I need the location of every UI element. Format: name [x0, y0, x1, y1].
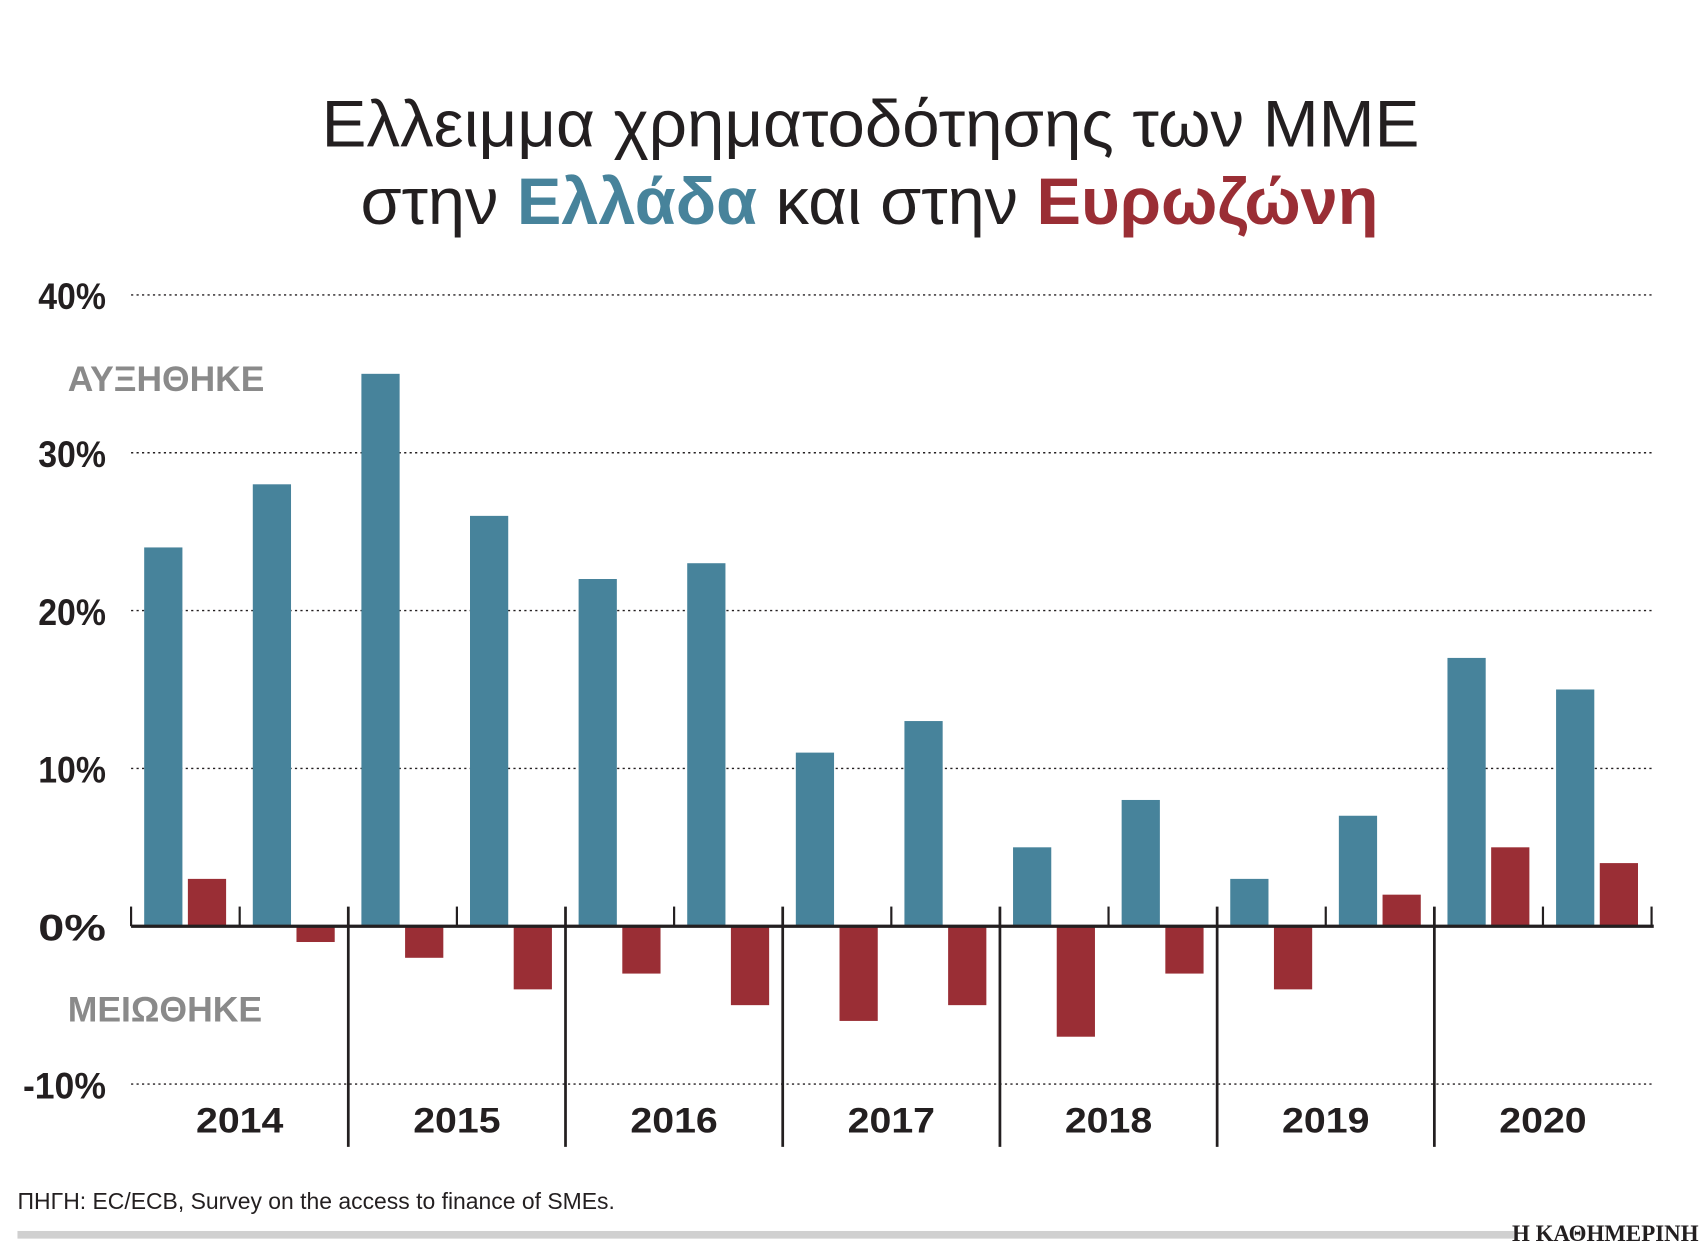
y-tick-label: 40%	[38, 275, 106, 317]
publisher-logo: Η ΚΑΘΗΜΕΡΙΝΗ	[1512, 1221, 1699, 1246]
bar-eurozone	[839, 926, 878, 1021]
bar-eurozone	[948, 926, 987, 1006]
y-tick-label: -10%	[23, 1064, 106, 1106]
annotation-increased: ΑΥΞΗΘΗΚΕ	[68, 360, 265, 399]
x-axis-year-labels: 2014 2015 2016 2017 2018 2019 2020	[196, 1102, 1587, 1141]
bar-greece	[1230, 878, 1269, 927]
x-axis	[129, 906, 1654, 1147]
bar-eurozone	[513, 926, 552, 990]
bar-eurozone	[1491, 847, 1530, 927]
bar-eurozone	[1273, 926, 1313, 990]
bar-eurozone	[730, 926, 770, 1006]
bars	[144, 373, 1638, 1037]
year-label: 2015	[413, 1102, 500, 1141]
bar-greece	[470, 515, 509, 927]
bar-greece	[252, 484, 292, 927]
footer-rule	[17, 1230, 1514, 1239]
bar-greece	[361, 373, 400, 927]
title-text: στην	[360, 165, 516, 238]
year-label: 2019	[1282, 1102, 1369, 1141]
year-label: 2020	[1499, 1102, 1586, 1141]
bar-greece	[1447, 657, 1486, 927]
y-tick-label: 10%	[38, 749, 106, 791]
bar-greece	[1121, 799, 1160, 927]
title-eurozone: Ευρωζώνη	[1037, 165, 1379, 238]
bar-eurozone	[1599, 863, 1638, 927]
bar-greece	[144, 547, 183, 927]
bar-greece	[904, 721, 943, 927]
bar-greece	[687, 563, 726, 927]
bar-eurozone	[187, 878, 227, 927]
source-note: ΠΗΓΗ: EC/ECB, Survey on the access to fi…	[17, 1188, 614, 1214]
year-label: 2018	[1065, 1102, 1152, 1141]
bar-greece	[578, 579, 617, 927]
bar-greece	[795, 752, 835, 927]
title-greece: Ελλάδα	[517, 165, 757, 238]
chart-title-line1: Ελλειμμα χρηματοδότησης των ΜΜΕ	[322, 87, 1420, 160]
bar-greece	[1338, 815, 1378, 927]
annotation-decreased: ΜΕΙΩΘΗΚΕ	[68, 990, 262, 1029]
y-tick-label: 20%	[38, 591, 106, 633]
bar-eurozone	[622, 926, 661, 974]
gridlines	[131, 294, 1652, 1085]
bar-eurozone	[296, 926, 335, 943]
year-label: 2016	[630, 1102, 717, 1141]
year-label: 2014	[196, 1102, 284, 1141]
bar-eurozone	[1165, 926, 1204, 974]
bar-greece	[1013, 847, 1052, 927]
bar-eurozone	[405, 926, 444, 958]
y-tick-label: 0%	[38, 906, 106, 948]
bar-eurozone	[1382, 894, 1421, 927]
bar-eurozone	[1056, 926, 1095, 1037]
y-axis-ticks: 40% 30% 20% 10% 0% -10%	[23, 275, 106, 1106]
y-tick-label: 30%	[38, 433, 106, 475]
year-label: 2017	[848, 1102, 935, 1141]
bar-greece	[1556, 689, 1595, 927]
chart-title-line2: στην Ελλάδα και στην Ευρωζώνη	[360, 165, 1378, 238]
title-text: και στην	[757, 165, 1036, 238]
